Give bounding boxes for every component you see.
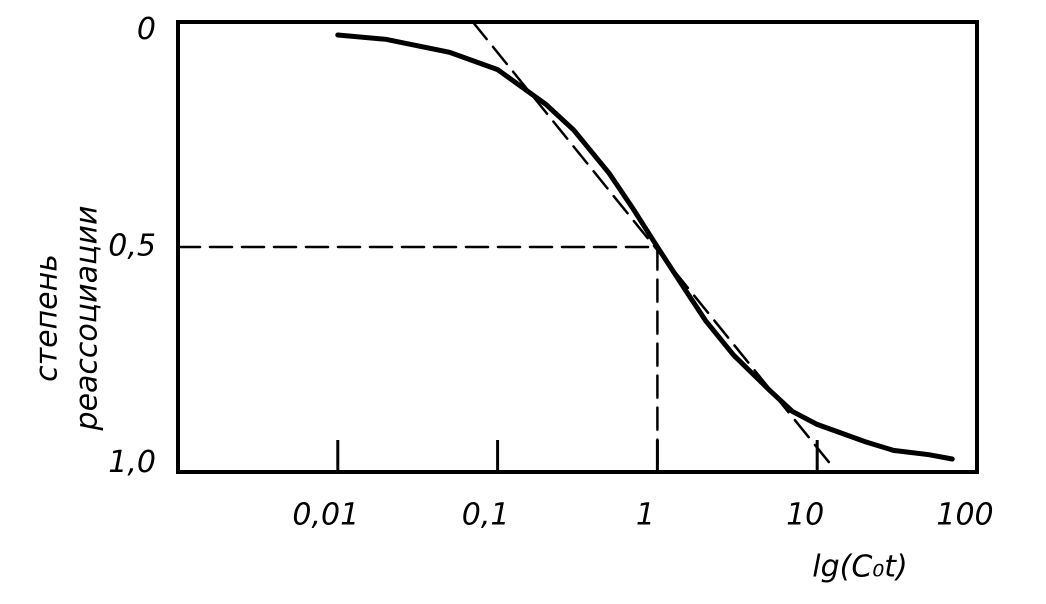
y-tick-label: 0 (137, 12, 156, 47)
x-tick-label: 10 (786, 498, 824, 533)
y-tick-label: 0,5 (108, 229, 156, 264)
x-tick-label: 0,01 (292, 498, 359, 533)
x-tick-label: 0,1 (462, 498, 510, 533)
y-axis-label: степень (30, 254, 65, 382)
curve (335, 32, 955, 462)
dashed-line (176, 245, 659, 474)
y-axis-label: реассоциации (70, 206, 105, 432)
x-axis-label: lg(C₀t) (812, 550, 908, 585)
y-tick-label: 1,0 (108, 445, 156, 480)
dashed-line (471, 20, 832, 465)
x-tick-label: 100 (936, 498, 993, 533)
x-tick-label: 1 (636, 498, 655, 533)
